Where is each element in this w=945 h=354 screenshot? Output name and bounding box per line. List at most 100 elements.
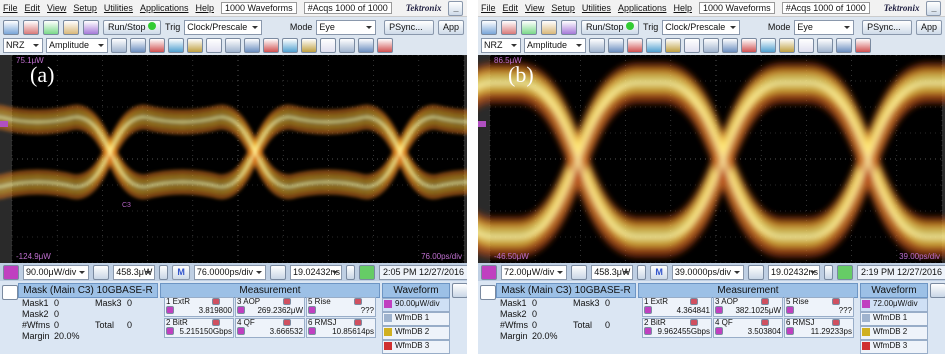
toolbar-icon[interactable] (320, 38, 336, 53)
menu-bar: File Edit View Setup Utilities Applications He… (0, 0, 467, 17)
toolbar-icon[interactable] (541, 20, 557, 35)
measurement-value: 11.29233ps (811, 327, 852, 336)
icon (93, 265, 109, 280)
toolbar-icon[interactable] (741, 38, 757, 53)
toolbar-icon[interactable] (168, 38, 184, 53)
toolbar-icon[interactable] (521, 20, 537, 35)
menu-item[interactable]: Edit (503, 3, 519, 13)
toolbar-icon[interactable] (684, 38, 700, 53)
menu-item[interactable]: View (525, 3, 544, 13)
vertical-scale[interactable]: 90.00μW/div (23, 265, 89, 280)
toolbar-icon[interactable] (263, 38, 279, 53)
toolbar-icon[interactable] (589, 38, 605, 53)
toolbar-icon[interactable] (722, 38, 738, 53)
toolbar-icon[interactable] (43, 20, 59, 35)
toolbar: Run/Stop TrigClock/PrescaleModeEyePSync.… (0, 18, 467, 36)
vertical-scale[interactable]: 72.00μW/div (501, 265, 567, 280)
toolbar-icon[interactable] (3, 20, 19, 35)
minimize-button[interactable]: _ (448, 1, 463, 16)
menu-item[interactable]: Utilities (104, 3, 133, 13)
toolbar-icon[interactable] (646, 38, 662, 53)
clock: 2:19 PM 12/27/2016 (857, 265, 945, 280)
toolbar-icon[interactable] (206, 38, 222, 53)
measurement-icon (166, 327, 174, 335)
toolbar-icon[interactable] (501, 20, 517, 35)
measurement-label: 6 RMSJ (308, 318, 336, 327)
format-dropdown[interactable]: NRZ (481, 38, 521, 53)
mode-dropdown[interactable]: Eye (316, 20, 376, 35)
toolbar-icon[interactable] (111, 38, 127, 53)
menu-item[interactable]: Help (195, 3, 214, 13)
toolbar-icon[interactable] (149, 38, 165, 53)
measurement-value: 3.819800 (199, 306, 232, 315)
menu-item[interactable]: Setup (551, 3, 575, 13)
offset-value[interactable]: 458.3μW (113, 265, 155, 280)
toolbar-icon[interactable] (83, 20, 99, 35)
toolbar-icon[interactable] (23, 20, 39, 35)
toolbar-icon[interactable] (627, 38, 643, 53)
toolbar-icon[interactable] (779, 38, 795, 53)
marker-button[interactable]: M (172, 265, 190, 280)
format-dropdown[interactable]: NRZ (3, 38, 43, 53)
menu-item[interactable]: Edit (25, 3, 41, 13)
toolbar-icon[interactable] (282, 38, 298, 53)
menu-item[interactable]: Help (673, 3, 692, 13)
horizontal-scale[interactable]: 39.0000ps/div (672, 265, 744, 280)
mask-label: Mask3 (573, 298, 600, 308)
mode-dropdown[interactable]: Eye (794, 20, 854, 35)
measurement-icon (690, 298, 698, 305)
toolbar-icon[interactable] (481, 20, 497, 35)
horizontal-scale[interactable]: 76.0000ps/div (194, 265, 266, 280)
psync-button[interactable]: PSync... (384, 20, 434, 35)
offset-value[interactable]: 458.3μW (591, 265, 633, 280)
toolbar-icon[interactable] (377, 38, 393, 53)
run-stop-label: Run/Stop (108, 22, 146, 32)
app-button[interactable]: App (438, 20, 464, 35)
mask-value: 20.0% (532, 331, 558, 341)
toolbar-icon[interactable] (358, 38, 374, 53)
toolbar-icon[interactable] (855, 38, 871, 53)
run-stop-button[interactable]: Run/Stop (103, 20, 161, 35)
menu-item[interactable]: View (47, 3, 66, 13)
menu-item[interactable]: File (3, 3, 18, 13)
scale-dropdown[interactable]: Amplitude (46, 38, 108, 53)
app-button[interactable]: App (916, 20, 942, 35)
toolbar-icon[interactable] (703, 38, 719, 53)
toolbar-icon[interactable] (187, 38, 203, 53)
toolbar-icon[interactable] (817, 38, 833, 53)
toolbar-icon[interactable] (760, 38, 776, 53)
menu-item[interactable]: Applications (618, 3, 667, 13)
run-stop-button[interactable]: Run/Stop (581, 20, 639, 35)
trigger-source-dropdown[interactable]: Clock/Prescale (184, 20, 262, 35)
toolbar-icon[interactable] (130, 38, 146, 53)
toolbar-icon[interactable] (63, 20, 79, 35)
toolbar-icon[interactable] (561, 20, 577, 35)
panel-icon (452, 283, 467, 298)
toolbar-icon[interactable] (225, 38, 241, 53)
minimize-button[interactable]: _ (926, 1, 941, 16)
measurement-icon (644, 306, 652, 314)
icon (571, 265, 587, 280)
waveform-label: WfmDB 1 (395, 313, 429, 322)
toolbar-icon[interactable] (244, 38, 260, 53)
position-value[interactable]: 19.02432ns (290, 265, 342, 280)
psync-button[interactable]: PSync... (862, 20, 912, 35)
menu-item[interactable]: Utilities (582, 3, 611, 13)
measurement-header: Measurement (160, 283, 380, 298)
menu-item[interactable]: Setup (73, 3, 97, 13)
trigger-source-dropdown[interactable]: Clock/Prescale (662, 20, 740, 35)
waveform-icon (384, 342, 392, 350)
toolbar-icon[interactable] (798, 38, 814, 53)
menu-item[interactable]: File (481, 3, 496, 13)
toolbar-icon[interactable] (665, 38, 681, 53)
toolbar-icon[interactable] (836, 38, 852, 53)
menu-item[interactable]: Applications (140, 3, 189, 13)
toolbar-icon[interactable] (301, 38, 317, 53)
scale-dropdown[interactable]: Amplitude (524, 38, 586, 53)
position-value[interactable]: 19.02432ns (768, 265, 820, 280)
spinner (637, 265, 646, 280)
measurement-header: Measurement (638, 283, 858, 298)
marker-button[interactable]: M (650, 265, 668, 280)
toolbar-icon[interactable] (339, 38, 355, 53)
toolbar-icon[interactable] (608, 38, 624, 53)
